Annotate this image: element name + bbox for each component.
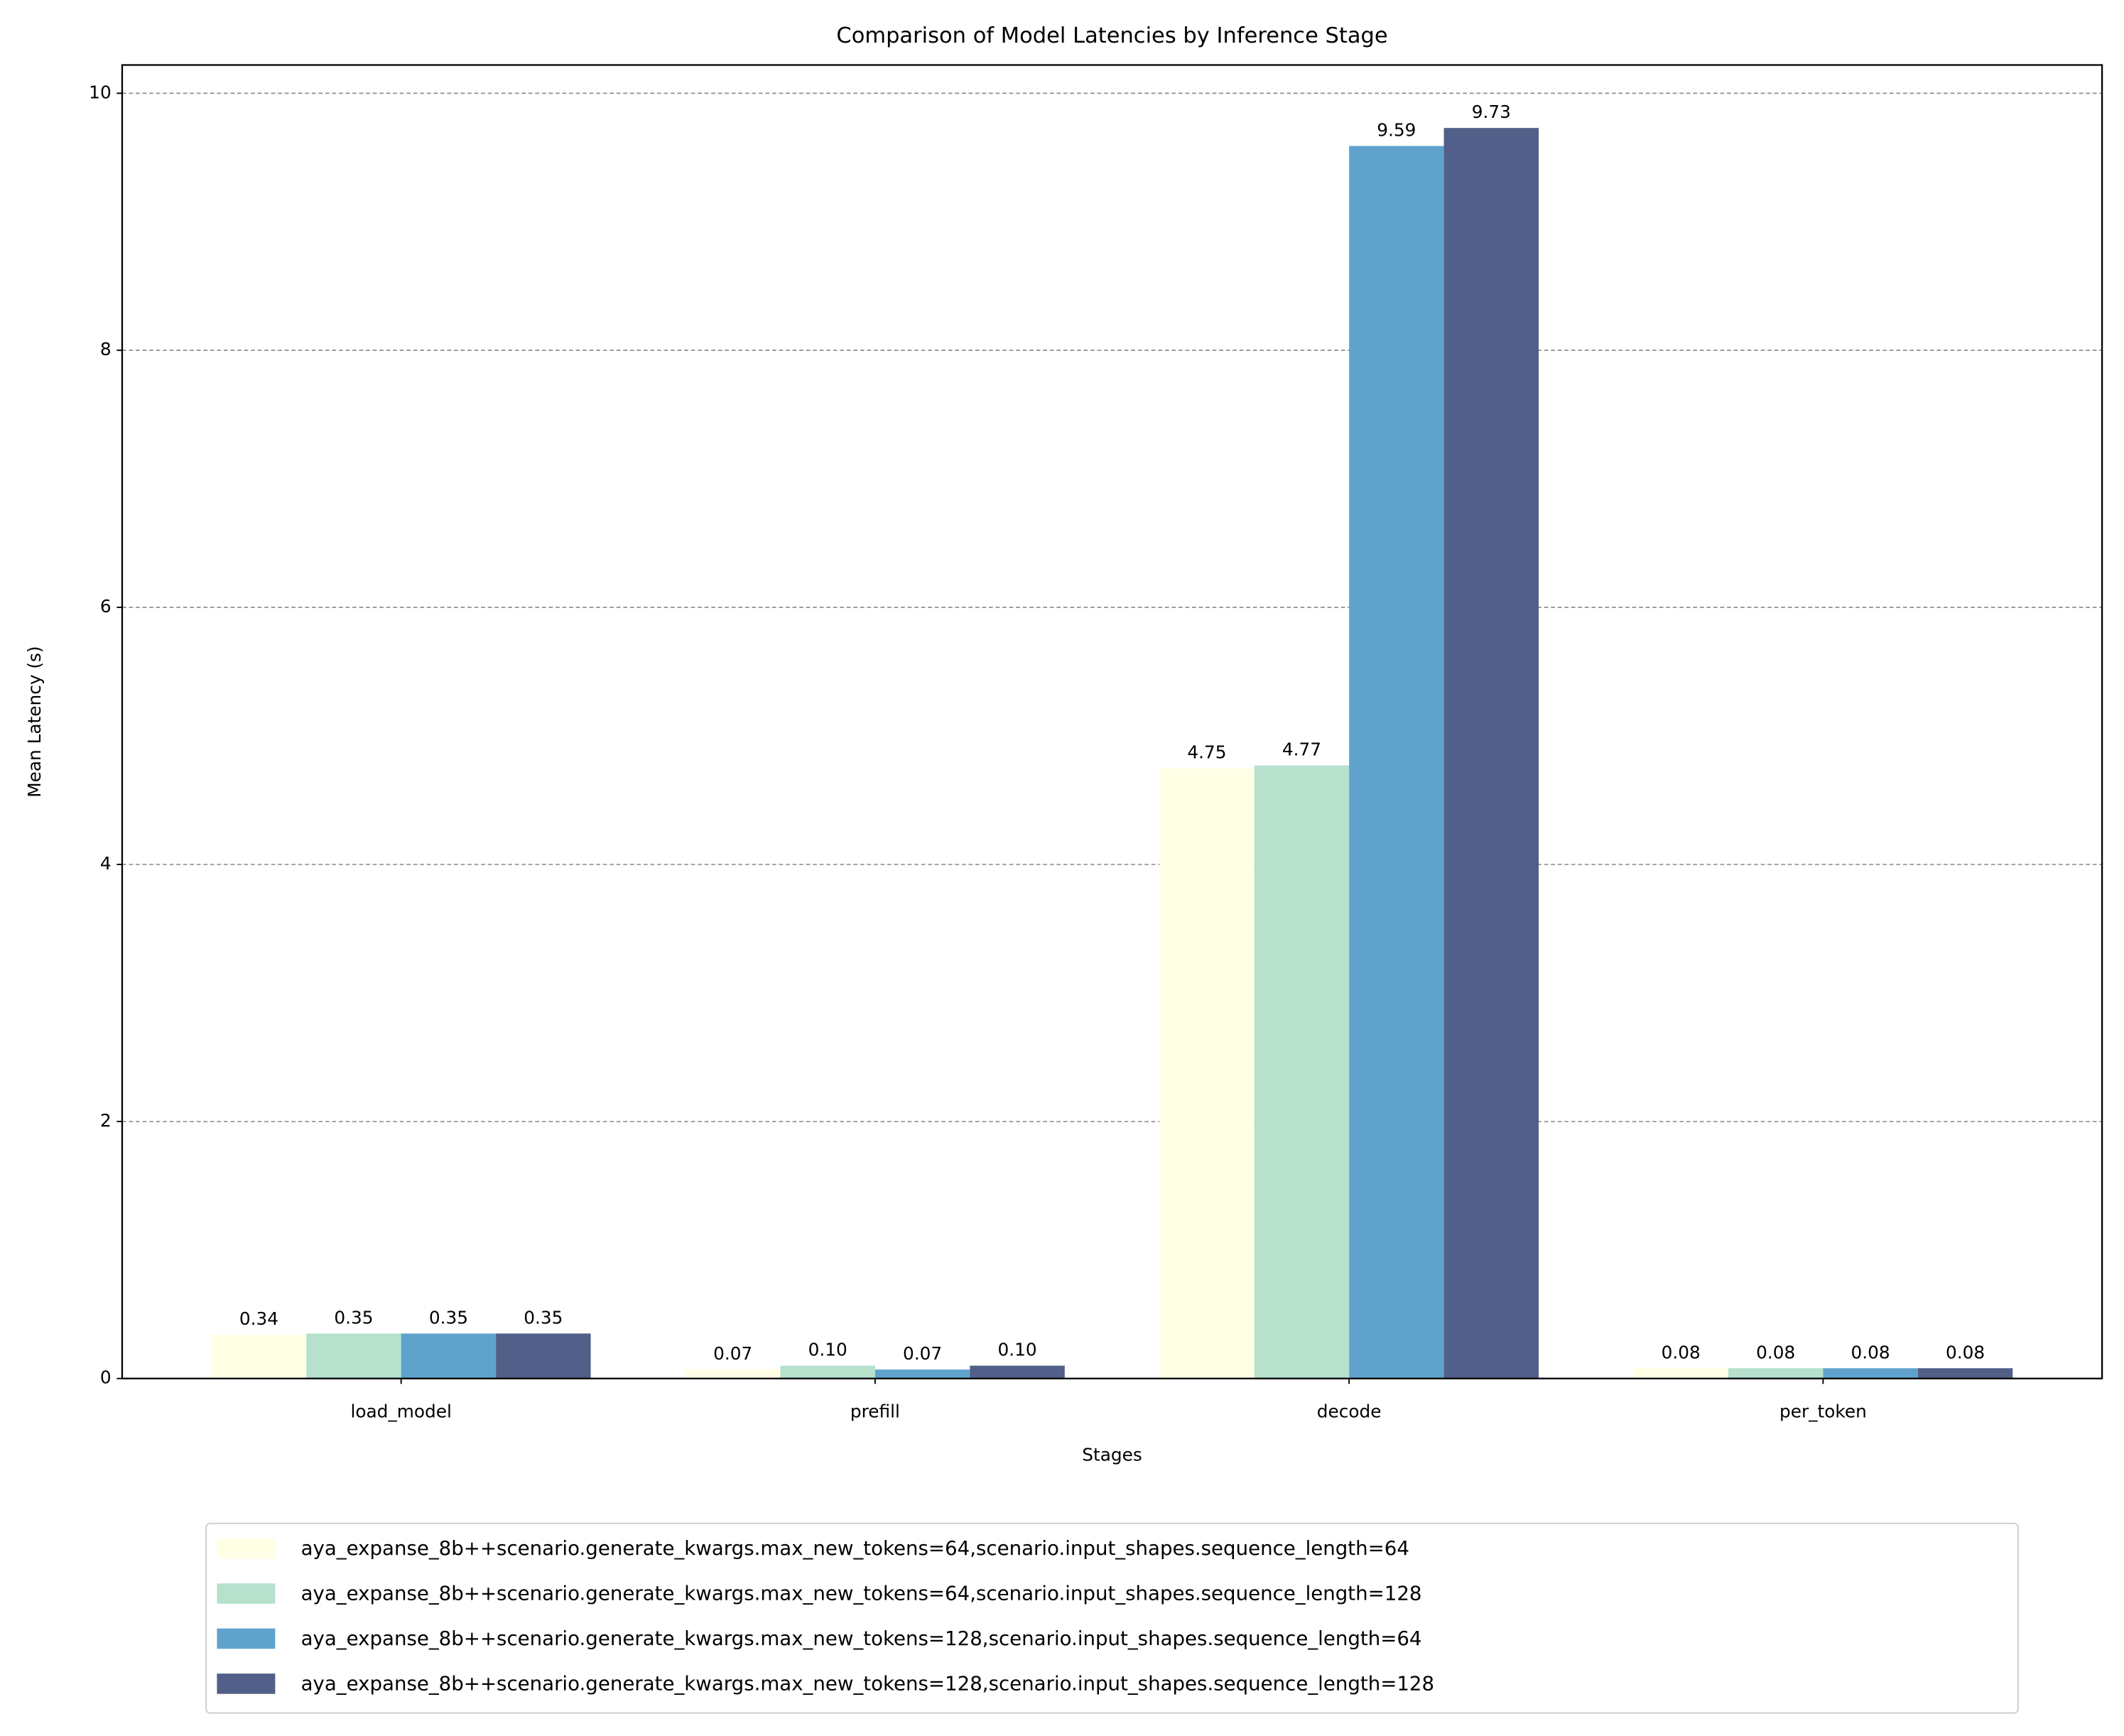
bar (970, 1365, 1065, 1379)
chart-title: Comparison of Model Latencies by Inferen… (836, 23, 1387, 48)
axes: 0 2 4 6 8 10 load_model prefill decode per_token (89, 82, 1867, 1421)
value-label: 0.07 (903, 1343, 942, 1364)
value-label: 0.10 (998, 1340, 1037, 1360)
bar (1633, 1368, 1728, 1379)
grid (121, 92, 2103, 1379)
bar (1159, 768, 1255, 1379)
legend-label: aya_expanse_8b++scenario.generate_kwargs… (301, 1581, 1422, 1605)
value-label: 0.08 (1851, 1342, 1890, 1362)
x-axis-label: Stages (1082, 1444, 1142, 1465)
bar (1728, 1368, 1824, 1379)
bar (874, 1369, 970, 1379)
y-tick-label: 6 (100, 596, 112, 617)
y-tick-label: 10 (89, 82, 112, 102)
bars: 0.34 0.07 4.75 0.08 0.35 0.10 4.77 0.08 0.35 0.07… (211, 102, 2013, 1379)
bar (306, 1333, 401, 1379)
legend-swatch (217, 1673, 276, 1694)
bar (496, 1333, 591, 1379)
x-tick-label: load_model (350, 1401, 451, 1421)
y-tick-label: 4 (100, 853, 112, 874)
value-label: 9.59 (1377, 120, 1416, 141)
y-tick-label: 8 (100, 339, 112, 359)
bar (1443, 128, 1539, 1379)
x-tick-label: per_token (1779, 1401, 1867, 1421)
plot-frame (121, 64, 2103, 1379)
legend: aya_expanse_8b++scenario.generate_kwargs… (217, 1536, 1434, 1695)
bar (401, 1333, 497, 1379)
bar (1254, 765, 1350, 1379)
legend-label: aya_expanse_8b++scenario.generate_kwargs… (301, 1627, 1422, 1650)
value-label: 0.34 (239, 1308, 278, 1329)
legend-label: aya_expanse_8b++scenario.generate_kwargs… (301, 1536, 1409, 1560)
legend-swatch (217, 1628, 276, 1649)
y-tick-label: 0 (100, 1367, 112, 1388)
legend-label: aya_expanse_8b++scenario.generate_kwargs… (301, 1671, 1434, 1695)
legend-swatch (217, 1538, 276, 1559)
value-label: 0.35 (334, 1307, 373, 1328)
value-label: 4.75 (1187, 742, 1226, 762)
x-tick-label: decode (1317, 1401, 1382, 1421)
bar (1823, 1368, 1918, 1379)
value-label: 0.08 (1662, 1342, 1701, 1362)
bar (780, 1365, 875, 1379)
value-label: 0.10 (808, 1340, 847, 1360)
x-tick-label: prefill (850, 1401, 900, 1421)
bar (686, 1369, 781, 1379)
y-axis-label: Mean Latency (s) (24, 646, 45, 797)
y-tick-label: 2 (100, 1110, 112, 1131)
value-label: 4.77 (1282, 739, 1321, 760)
value-label: 0.07 (713, 1343, 752, 1364)
bar (1349, 146, 1444, 1379)
bar (1917, 1368, 2013, 1379)
value-label: 0.35 (524, 1307, 563, 1328)
value-label: 0.08 (1756, 1342, 1795, 1362)
value-label: 0.08 (1946, 1342, 1985, 1362)
legend-swatch (217, 1583, 276, 1604)
value-label: 9.73 (1472, 102, 1511, 122)
value-label: 0.35 (429, 1307, 468, 1328)
bar (211, 1335, 307, 1379)
legend-box (205, 1522, 2019, 1714)
